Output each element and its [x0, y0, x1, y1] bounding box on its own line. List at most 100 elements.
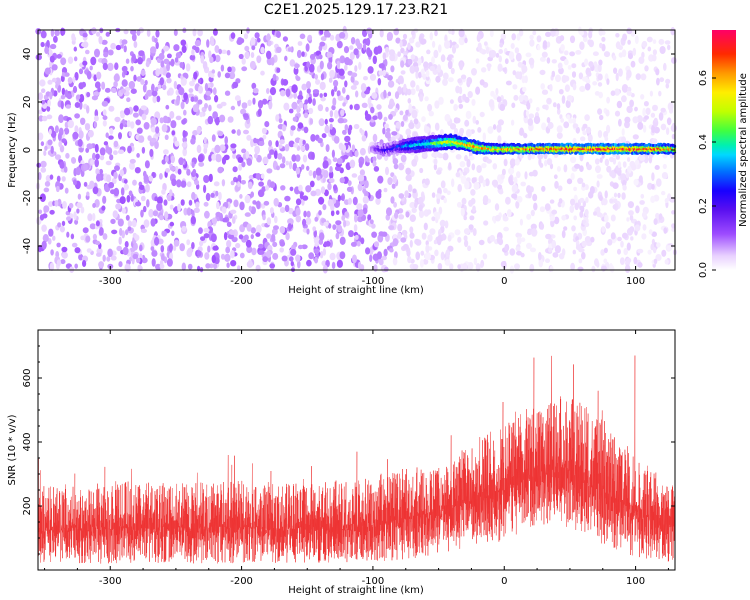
snr-frame — [37, 329, 676, 571]
noise-cell — [166, 77, 172, 84]
noise-cell — [394, 107, 398, 113]
noise-cell — [563, 226, 568, 231]
noise-cell — [629, 214, 634, 221]
noise-cell — [445, 250, 450, 258]
noise-cell — [582, 130, 587, 136]
noise-cell — [458, 86, 463, 95]
noise-cell — [518, 94, 524, 103]
noise-cell — [316, 174, 321, 181]
noise-cell — [326, 51, 333, 58]
noise-cell — [626, 217, 630, 222]
noise-cell — [282, 79, 289, 86]
noise-cell — [260, 70, 265, 76]
noise-cell — [181, 142, 187, 148]
noise-cell — [579, 85, 586, 92]
noise-cell — [214, 95, 219, 103]
noise-cell — [609, 156, 615, 163]
noise-cell — [257, 189, 265, 198]
noise-cell — [63, 72, 70, 77]
noise-cell — [414, 201, 418, 209]
noise-cell — [261, 127, 267, 135]
noise-cell — [213, 263, 218, 270]
noise-cell — [289, 256, 294, 262]
noise-cell — [377, 111, 383, 120]
noise-cell — [375, 197, 381, 205]
noise-cell — [399, 110, 404, 116]
noise-cell — [634, 224, 641, 232]
noise-cell — [665, 127, 670, 135]
noise-cell — [150, 126, 157, 133]
noise-cell — [294, 63, 300, 69]
noise-cell — [59, 161, 65, 169]
noise-cell — [436, 211, 441, 220]
noise-cell — [178, 157, 184, 166]
noise-cell — [383, 116, 388, 122]
noise-cell — [578, 72, 584, 80]
noise-cell — [174, 140, 180, 147]
noise-cell — [60, 57, 67, 66]
noise-cell — [457, 78, 463, 84]
noise-cell — [133, 242, 138, 251]
noise-cell — [284, 195, 291, 202]
noise-cell — [489, 29, 494, 38]
noise-cell — [327, 199, 334, 207]
noise-cell — [301, 83, 308, 91]
noise-cell — [616, 100, 623, 109]
noise-cell — [244, 51, 250, 60]
noise-cell — [50, 28, 55, 37]
noise-cell — [237, 174, 242, 182]
noise-cell — [130, 65, 134, 72]
noise-cell — [355, 38, 360, 47]
noise-cell — [62, 201, 67, 209]
noise-cell — [217, 130, 224, 137]
noise-cell — [653, 126, 660, 134]
noise-cell — [387, 177, 393, 186]
noise-cell — [578, 248, 585, 253]
noise-cell — [353, 224, 358, 232]
noise-cell — [449, 123, 457, 130]
noise-cell — [74, 71, 79, 81]
noise-cell — [531, 152, 535, 160]
noise-cell — [362, 207, 368, 215]
noise-cell — [652, 49, 658, 56]
noise-cell — [140, 69, 146, 76]
noise-cell — [301, 244, 308, 250]
noise-cell — [196, 183, 200, 190]
noise-cell — [667, 44, 671, 51]
noise-cell — [542, 104, 547, 110]
noise-cell — [165, 104, 170, 110]
noise-cell — [227, 116, 234, 123]
noise-cell — [295, 154, 301, 162]
noise-cell — [210, 192, 215, 198]
noise-cell — [179, 62, 184, 69]
noise-cell — [322, 204, 327, 211]
noise-cell — [313, 237, 319, 244]
noise-cell — [566, 178, 573, 185]
noise-cell — [56, 54, 62, 59]
noise-cell — [547, 160, 552, 166]
noise-cell — [288, 108, 294, 114]
noise-cell — [410, 80, 416, 88]
noise-cell — [384, 123, 389, 129]
noise-cell — [243, 33, 249, 40]
noise-cell — [121, 79, 128, 87]
noise-cell — [455, 85, 460, 94]
noise-cell — [78, 130, 84, 140]
noise-cell — [158, 52, 165, 61]
noise-cell — [388, 49, 396, 57]
noise-cell — [333, 136, 340, 144]
noise-cell — [423, 61, 429, 68]
noise-cell — [39, 79, 46, 87]
noise-cell — [195, 201, 200, 209]
noise-cell — [405, 128, 412, 136]
noise-cell — [238, 163, 243, 171]
noise-cell — [150, 218, 156, 227]
noise-cell — [319, 232, 325, 241]
noise-cell — [93, 115, 99, 122]
noise-cell — [581, 76, 589, 82]
noise-cell — [553, 174, 558, 179]
noise-cell — [393, 28, 400, 36]
noise-cell — [494, 203, 500, 211]
noise-cell — [512, 84, 518, 90]
noise-cell — [411, 159, 418, 167]
